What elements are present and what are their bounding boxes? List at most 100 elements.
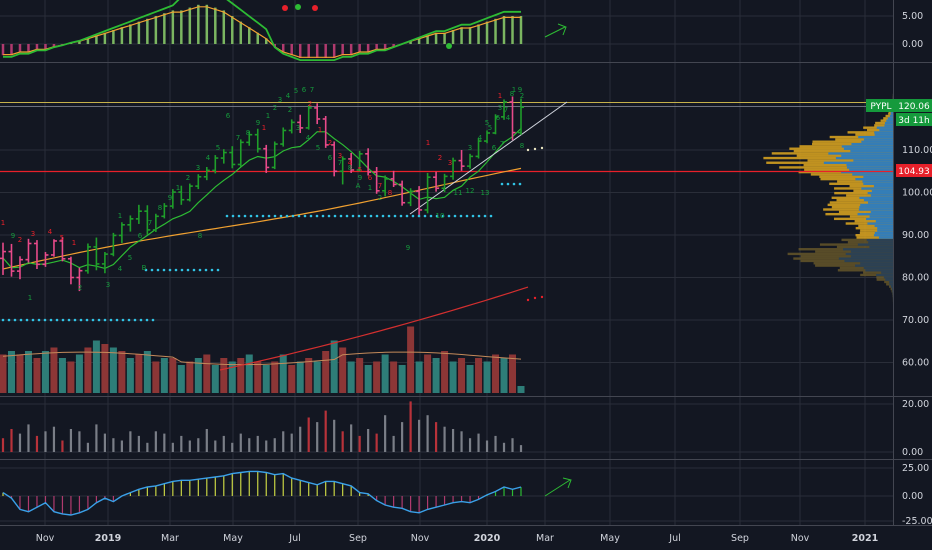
volume-bar [245, 354, 253, 393]
volume-profile-bar [846, 194, 893, 197]
volume-bar [24, 351, 32, 393]
volume-profile-split [841, 154, 893, 157]
cyan-dotted-level [417, 214, 421, 218]
volume-bar [279, 354, 287, 393]
volume-profile-bar [849, 184, 893, 188]
price-tick-label: 100.00 [902, 188, 932, 199]
volume-profile-bar [793, 149, 893, 153]
red-line-price: 104.93 [898, 167, 930, 177]
cyan-dotted-level [109, 318, 113, 322]
cyan-dotted-level [55, 318, 59, 322]
volume-profile-bar [804, 168, 893, 171]
sequential-count-label-red: 2 [438, 154, 442, 162]
volume-bar [0, 354, 7, 393]
volume-bar [67, 361, 75, 393]
volume-profile-bar [860, 229, 893, 232]
volume-profile-split [835, 156, 893, 160]
volume-profile-split [846, 166, 893, 169]
price-axis[interactable]: 5.00 0.00 110.00 100.00 90.00 80.00 70.00 60.00… [902, 11, 932, 527]
volume-bar [33, 358, 41, 393]
sequential-count-label: 1 [266, 112, 270, 120]
volume-profile-split [855, 177, 893, 181]
sequential-count-label: 1 [118, 212, 122, 220]
volume-bar [254, 361, 262, 393]
time-tick-label: Sep [349, 533, 367, 544]
cyan-dotted-level [186, 268, 190, 272]
volume-profile-split [874, 231, 893, 235]
sequential-count-label: 7 [310, 86, 314, 94]
time-axis[interactable]: Nov 2019 Mar May Jul Sep Nov 2020 Mar May Jul Sep No… [36, 533, 879, 544]
volume-bar [262, 365, 270, 393]
volume-bar [398, 365, 406, 393]
sequential-count-label: 7 [338, 159, 342, 167]
volume-profile-split [889, 280, 893, 284]
sequential-count-label-red: 1 [262, 124, 266, 132]
volume-profile-bar [763, 156, 893, 160]
time-tick-label: 2020 [474, 533, 501, 544]
price-tick-label: -25.00 [902, 516, 932, 527]
cyan-dotted-level [321, 214, 325, 218]
red-line-price-label[interactable]: 104.93 [896, 164, 932, 177]
volume-profile-split [860, 262, 893, 265]
cyan-dotted-level [357, 214, 361, 218]
bottom-osc-line [2, 470, 522, 516]
cyan-dotted-level [453, 214, 457, 218]
top-osc-main-line [3, 0, 521, 61]
cyan-dotted-level [393, 214, 397, 218]
cyan-dotted-level [231, 214, 235, 218]
volume-bar [16, 354, 24, 393]
volume-profile-split [878, 236, 893, 239]
volume-profile-bar [819, 243, 893, 246]
volume-bar [492, 354, 500, 393]
volume-bar [330, 340, 338, 393]
cyan-dotted-level [345, 214, 349, 218]
volume-profile-split [874, 133, 893, 136]
cyan-dotted-level [1, 318, 5, 322]
volume-profile-split [873, 234, 893, 237]
sequential-count-label: 12 [466, 187, 475, 195]
sequential-count-label: 6 [138, 232, 143, 240]
volume-profile-split [843, 248, 893, 251]
volume-profile-split [863, 175, 893, 178]
volume-profile-bar [891, 290, 893, 293]
volume-profile-split [890, 285, 893, 288]
volume-profile-bar [834, 217, 893, 221]
cyan-dotted-level [91, 318, 95, 322]
top-osc-cross-dot [282, 5, 288, 11]
cyan-dotted-level [255, 214, 259, 218]
cyan-dotted-level [291, 214, 295, 218]
volume-profile-split [863, 138, 893, 141]
volume-profile-split [850, 149, 893, 153]
volume-profile-split [889, 283, 893, 286]
volume-profile-split [890, 112, 893, 115]
time-tick-label: Mar [161, 533, 179, 544]
cyan-dotted-level [133, 318, 137, 322]
sequential-count-label: 3 [106, 281, 110, 289]
volume-profile-split [867, 222, 893, 225]
projection-dot [540, 146, 544, 150]
cyan-dotted-level [156, 268, 160, 272]
cyan-dotted-level [309, 214, 313, 218]
sequential-count-label: 7 [148, 219, 152, 227]
cyan-dotted-level [150, 268, 154, 272]
sequential-count-label: 1 [28, 294, 32, 302]
volume-bar [441, 351, 449, 393]
volume-profile-bar [819, 175, 893, 178]
volume-bar [288, 365, 296, 393]
volume-profile-split [879, 128, 893, 132]
cyan-dotted-level [43, 318, 47, 322]
cyan-dotted-level [279, 214, 283, 218]
cyan-dotted-level [115, 318, 119, 322]
volume-bar [517, 386, 525, 393]
volume-bar [296, 361, 304, 393]
volume-bar [101, 344, 109, 393]
cyan-dotted-level [121, 318, 125, 322]
volume-profile-split [871, 189, 893, 192]
sequential-count-label: 8 [246, 129, 250, 137]
cyan-dotted-level [471, 214, 475, 218]
volume-bar [449, 361, 457, 393]
trend-line [409, 101, 568, 215]
volume-profile-split [876, 273, 893, 277]
symbol-price-label[interactable]: PYPL 120.06 3d 11h [866, 99, 932, 126]
volume-bar [466, 365, 474, 393]
